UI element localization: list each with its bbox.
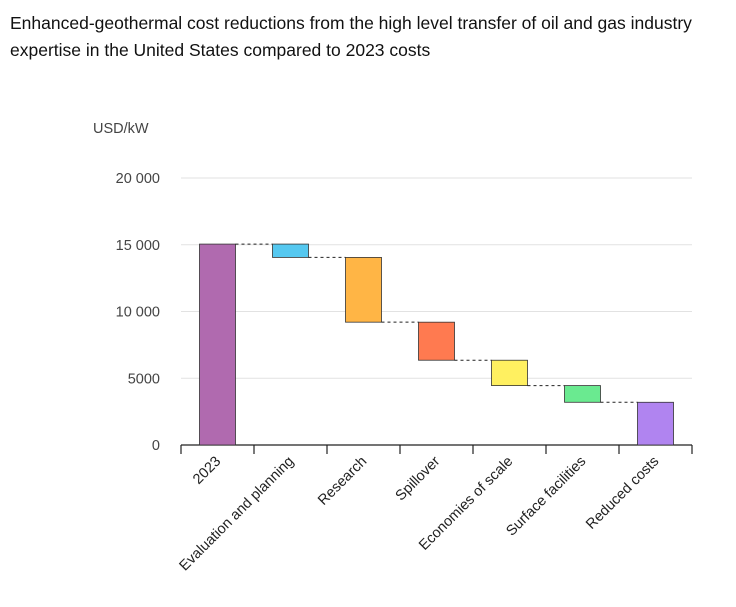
y-tick-label: 10 000 <box>116 305 160 321</box>
waterfall-bar <box>272 243 309 258</box>
y-tick-label: 15 000 <box>116 238 160 254</box>
y-tick-label: 20 000 <box>116 171 160 187</box>
x-tick-label: Spillover <box>393 453 444 504</box>
waterfall-bar <box>564 385 601 403</box>
waterfall-bar <box>345 257 382 323</box>
waterfall-bar <box>199 243 236 446</box>
x-tick-label: 2023 <box>190 454 224 488</box>
waterfall-bar <box>418 321 455 361</box>
y-tick-label: 5000 <box>128 371 160 387</box>
waterfall-bar <box>637 401 674 446</box>
chart-title: Enhanced-geothermal cost reductions from… <box>10 13 692 60</box>
x-tick-label: Research <box>315 454 370 509</box>
y-tick-label: 0 <box>152 438 160 454</box>
y-axis-unit-label: USD/kW <box>93 121 149 137</box>
x-tick-label: Surface facilities <box>503 454 589 540</box>
x-tick-label: Reduced costs <box>583 454 662 533</box>
waterfall-bar <box>491 359 528 386</box>
